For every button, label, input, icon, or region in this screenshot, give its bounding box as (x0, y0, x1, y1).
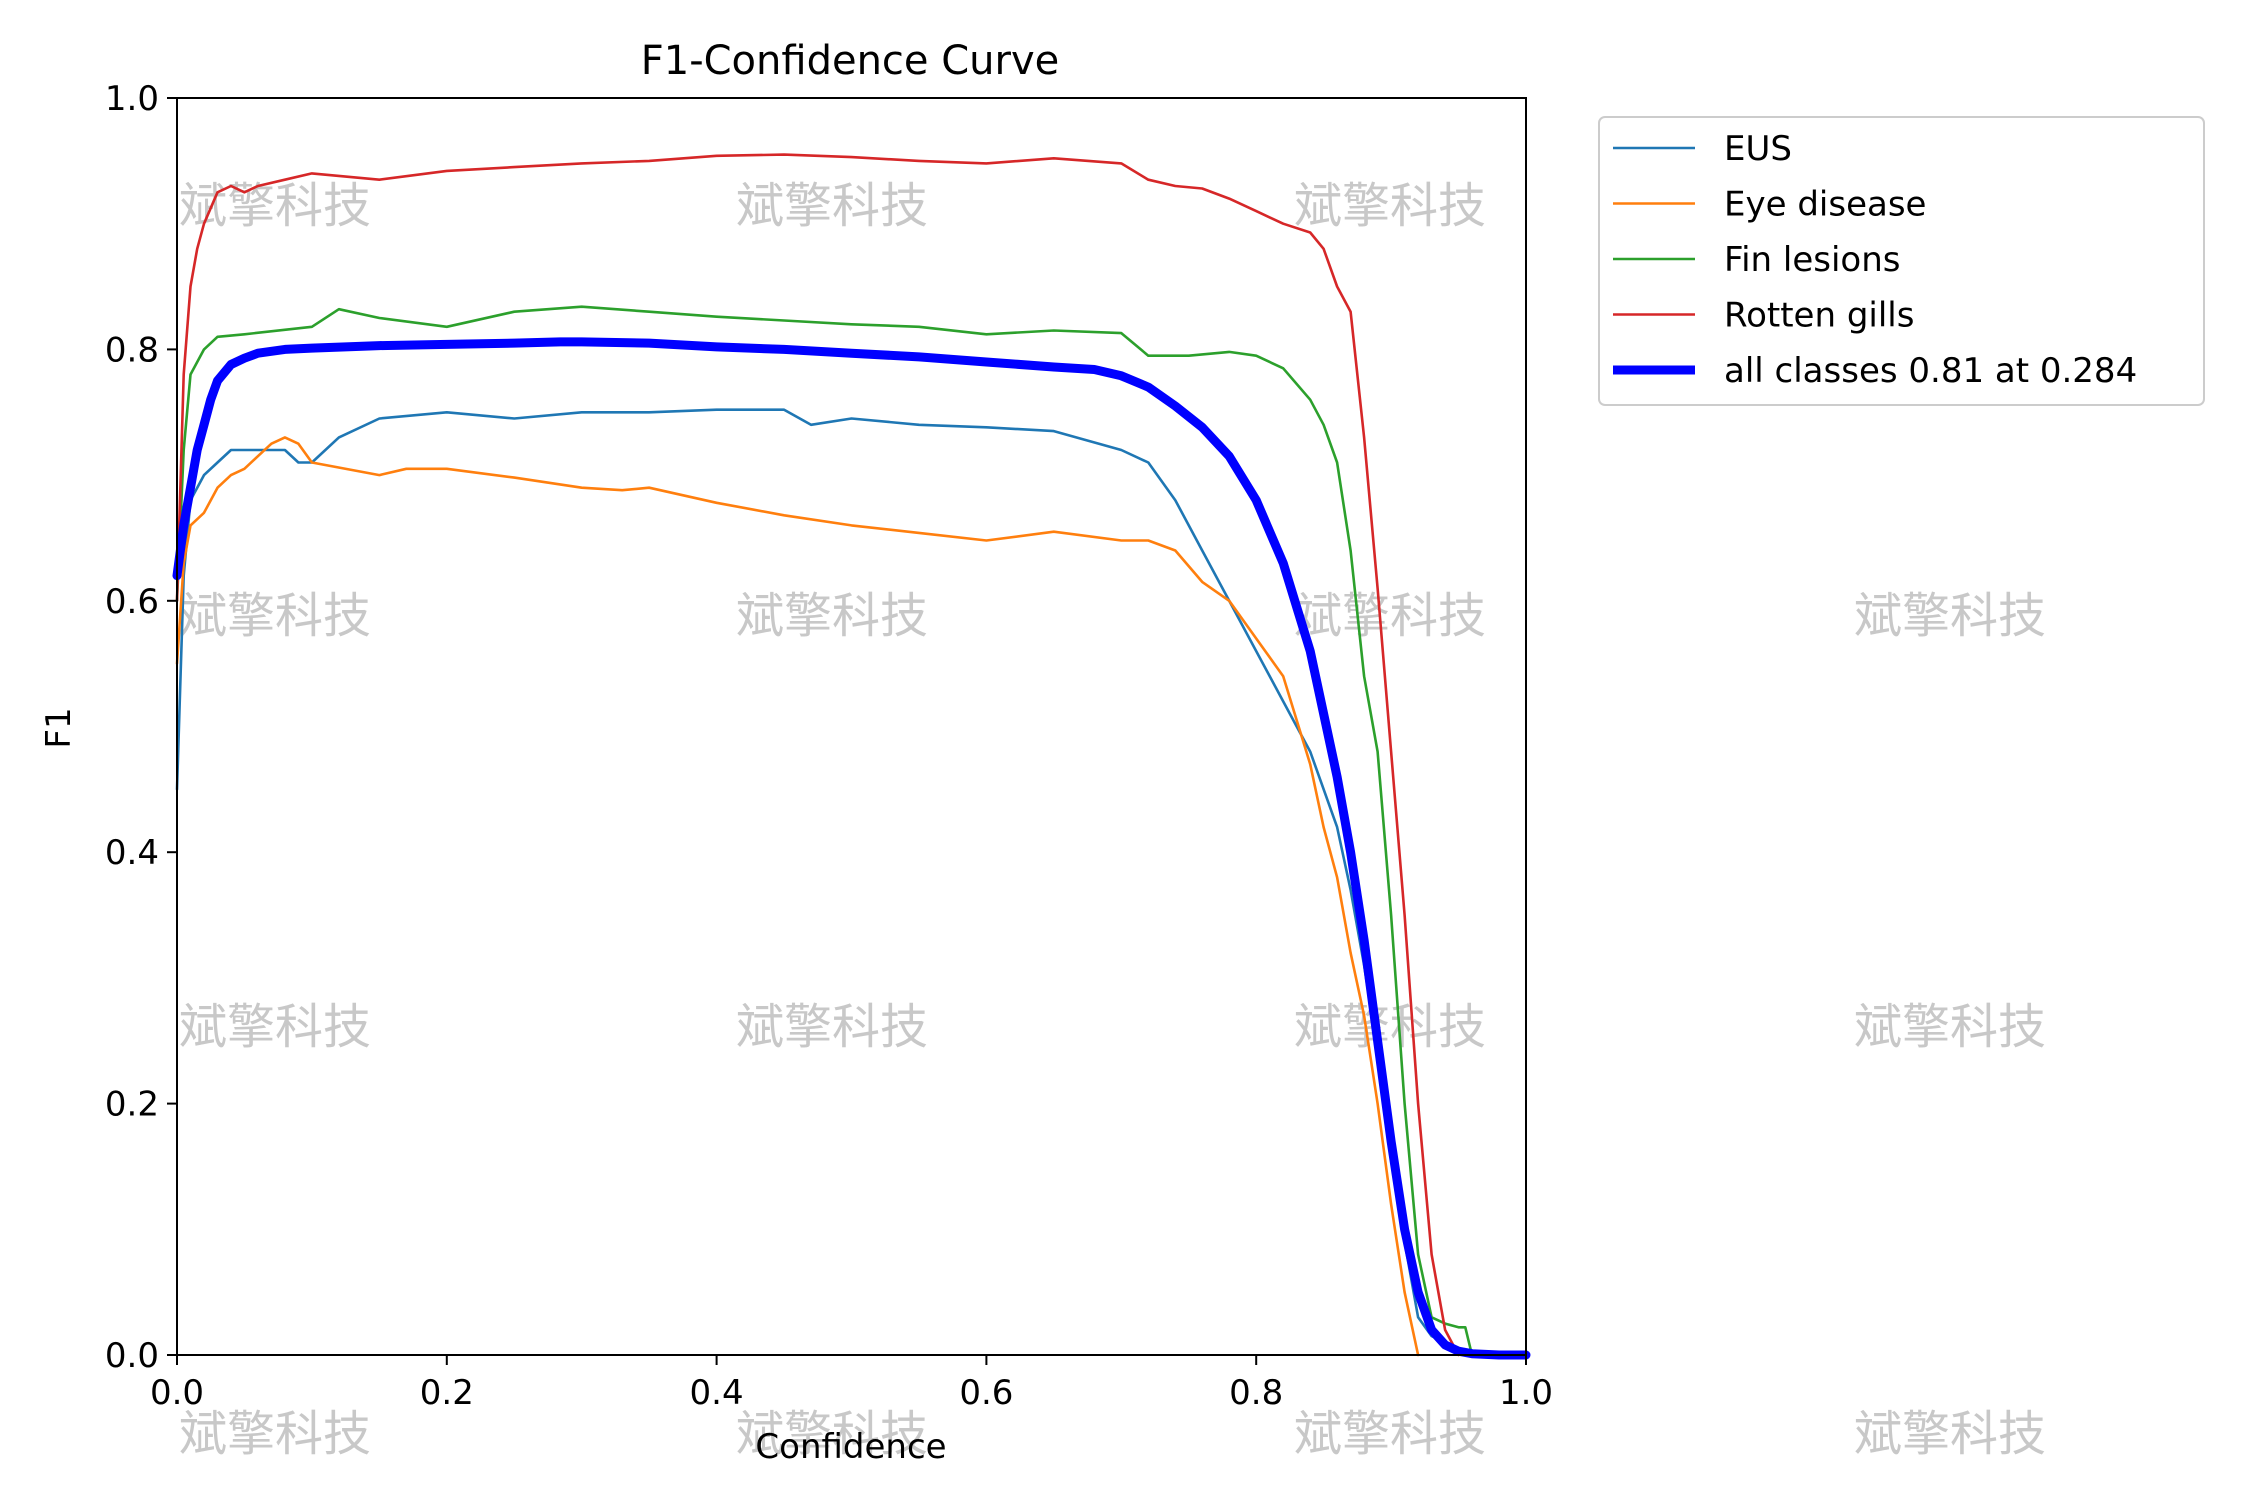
watermark-text: 斌擎科技 (1294, 178, 1486, 234)
watermark-text: 斌擎科技 (1294, 1406, 1486, 1462)
chart-title: F1-Confidence Curve (641, 38, 1060, 84)
y-tick-label: 0.8 (105, 330, 159, 370)
legend-label: Fin lesions (1724, 240, 1900, 280)
watermark-text: 斌擎科技 (1294, 999, 1486, 1055)
x-tick-label: 0.4 (690, 1373, 744, 1413)
watermark-text: 斌擎科技 (736, 178, 928, 234)
x-axis-label: Confidence (755, 1427, 946, 1467)
y-axis: 0.0 0.2 0.4 0.6 0.8 1.0 (105, 79, 177, 1376)
watermark-text: 斌擎科技 (1854, 999, 2046, 1055)
x-tick-label: 0.6 (959, 1373, 1013, 1413)
series-line-all-classes-0-81-at-0-284 (172, 337, 1531, 1360)
watermark-text: 斌擎科技 (736, 588, 928, 644)
legend-label: Eye disease (1724, 185, 1926, 225)
legend-label: EUS (1724, 129, 1792, 169)
x-tick-label: 0.0 (150, 1373, 204, 1413)
y-tick-label: 0.4 (105, 833, 159, 873)
watermark-text: 斌擎科技 (1854, 588, 2046, 644)
watermark-text: 斌擎科技 (179, 1406, 371, 1462)
legend: EUS Eye disease Fin lesions Rotten gills all… (1598, 116, 2205, 406)
series-line-eye-disease (175, 436, 1420, 1357)
y-tick-label: 1.0 (105, 79, 159, 119)
watermark-text: 斌擎科技 (179, 178, 371, 234)
y-tick-label: 0.2 (105, 1085, 159, 1125)
legend-frame (1598, 116, 2205, 406)
legend-label: all classes 0.81 at 0.284 (1724, 351, 2137, 391)
series-line-fin-lesions (175, 305, 1528, 1357)
series-layer (172, 153, 1531, 1360)
watermark-text: 斌擎科技 (1854, 1406, 2046, 1462)
plot-frame (176, 97, 1527, 1356)
x-tick-label: 1.0 (1499, 1373, 1553, 1413)
y-tick-label: 0.6 (105, 582, 159, 622)
watermark-text: 斌擎科技 (736, 1406, 928, 1462)
series-line-rotten-gills (175, 153, 1460, 1357)
y-tick-label: 0.0 (105, 1336, 159, 1376)
x-tick-label: 0.2 (420, 1373, 474, 1413)
watermark-text: 斌擎科技 (179, 588, 371, 644)
x-tick-label: 0.8 (1229, 1373, 1283, 1413)
x-axis: 0.0 0.2 0.4 0.6 0.8 1.0 (150, 1355, 1553, 1413)
legend-label: Rotten gills (1724, 296, 1914, 336)
y-axis-label: F1 (39, 707, 79, 748)
watermark-text: 斌擎科技 (179, 999, 371, 1055)
watermark-text: 斌擎科技 (1294, 588, 1486, 644)
watermark-text: 斌擎科技 (736, 999, 928, 1055)
